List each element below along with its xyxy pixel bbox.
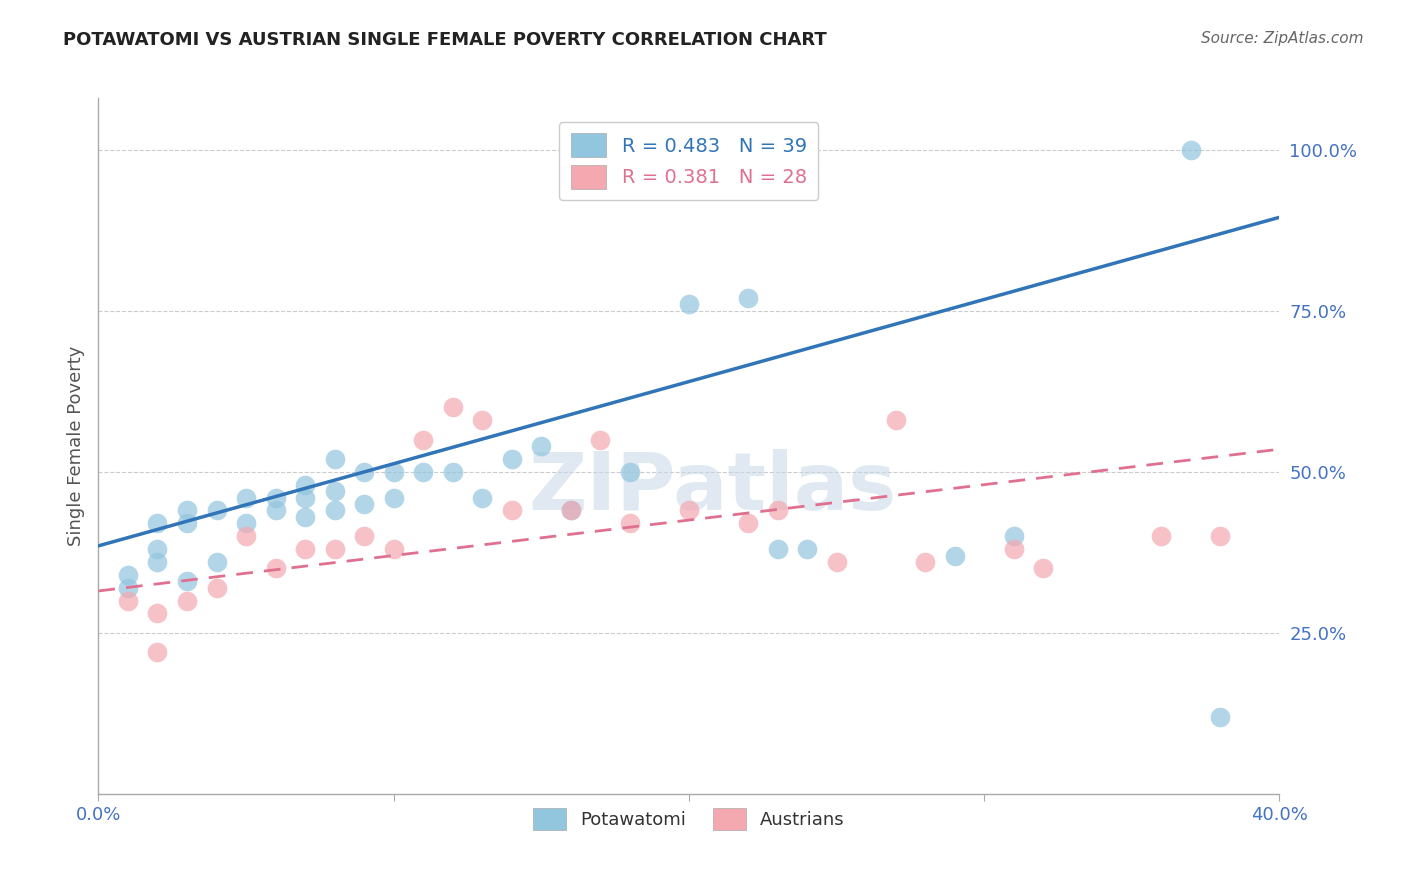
Point — [235, 491, 257, 505]
Point — [353, 529, 375, 543]
Point — [825, 555, 848, 569]
Point — [117, 581, 139, 595]
Point — [294, 542, 316, 557]
Point — [1150, 529, 1173, 543]
Y-axis label: Single Female Poverty: Single Female Poverty — [66, 346, 84, 546]
Point — [176, 516, 198, 531]
Point — [560, 503, 582, 517]
Point — [264, 561, 287, 575]
Point — [619, 465, 641, 479]
Point — [737, 291, 759, 305]
Point — [914, 555, 936, 569]
Point — [1032, 561, 1054, 575]
Point — [560, 503, 582, 517]
Point — [205, 555, 228, 569]
Point — [501, 503, 523, 517]
Point — [1209, 709, 1232, 723]
Point — [382, 465, 405, 479]
Text: ZIPatlas: ZIPatlas — [529, 449, 897, 527]
Text: POTAWATOMI VS AUSTRIAN SINGLE FEMALE POVERTY CORRELATION CHART: POTAWATOMI VS AUSTRIAN SINGLE FEMALE POV… — [63, 31, 827, 49]
Point — [176, 574, 198, 589]
Point — [235, 529, 257, 543]
Point — [323, 503, 346, 517]
Point — [146, 516, 169, 531]
Point — [471, 491, 494, 505]
Point — [501, 451, 523, 466]
Point — [323, 451, 346, 466]
Point — [264, 503, 287, 517]
Point — [412, 433, 434, 447]
Point — [117, 567, 139, 582]
Legend: Potawatomi, Austrians: Potawatomi, Austrians — [526, 800, 852, 837]
Point — [146, 607, 169, 621]
Point — [530, 439, 553, 453]
Point — [1180, 143, 1202, 157]
Point — [382, 491, 405, 505]
Point — [323, 484, 346, 499]
Point — [737, 516, 759, 531]
Point — [294, 491, 316, 505]
Text: Source: ZipAtlas.com: Source: ZipAtlas.com — [1201, 31, 1364, 46]
Point — [1002, 542, 1025, 557]
Point — [589, 433, 612, 447]
Point — [943, 549, 966, 563]
Point — [884, 413, 907, 427]
Point — [117, 593, 139, 607]
Point — [678, 503, 700, 517]
Point — [205, 503, 228, 517]
Point — [1209, 529, 1232, 543]
Point — [146, 555, 169, 569]
Point — [146, 542, 169, 557]
Point — [766, 503, 789, 517]
Point — [176, 503, 198, 517]
Point — [471, 413, 494, 427]
Point — [176, 593, 198, 607]
Point — [619, 516, 641, 531]
Point — [678, 297, 700, 311]
Point — [412, 465, 434, 479]
Point — [382, 542, 405, 557]
Point — [766, 542, 789, 557]
Point — [205, 581, 228, 595]
Point — [264, 491, 287, 505]
Point — [323, 542, 346, 557]
Point — [796, 542, 818, 557]
Point — [294, 477, 316, 491]
Point — [353, 497, 375, 511]
Point — [294, 509, 316, 524]
Point — [353, 465, 375, 479]
Point — [441, 401, 464, 415]
Point — [1002, 529, 1025, 543]
Point — [235, 516, 257, 531]
Point — [441, 465, 464, 479]
Point — [146, 645, 169, 659]
